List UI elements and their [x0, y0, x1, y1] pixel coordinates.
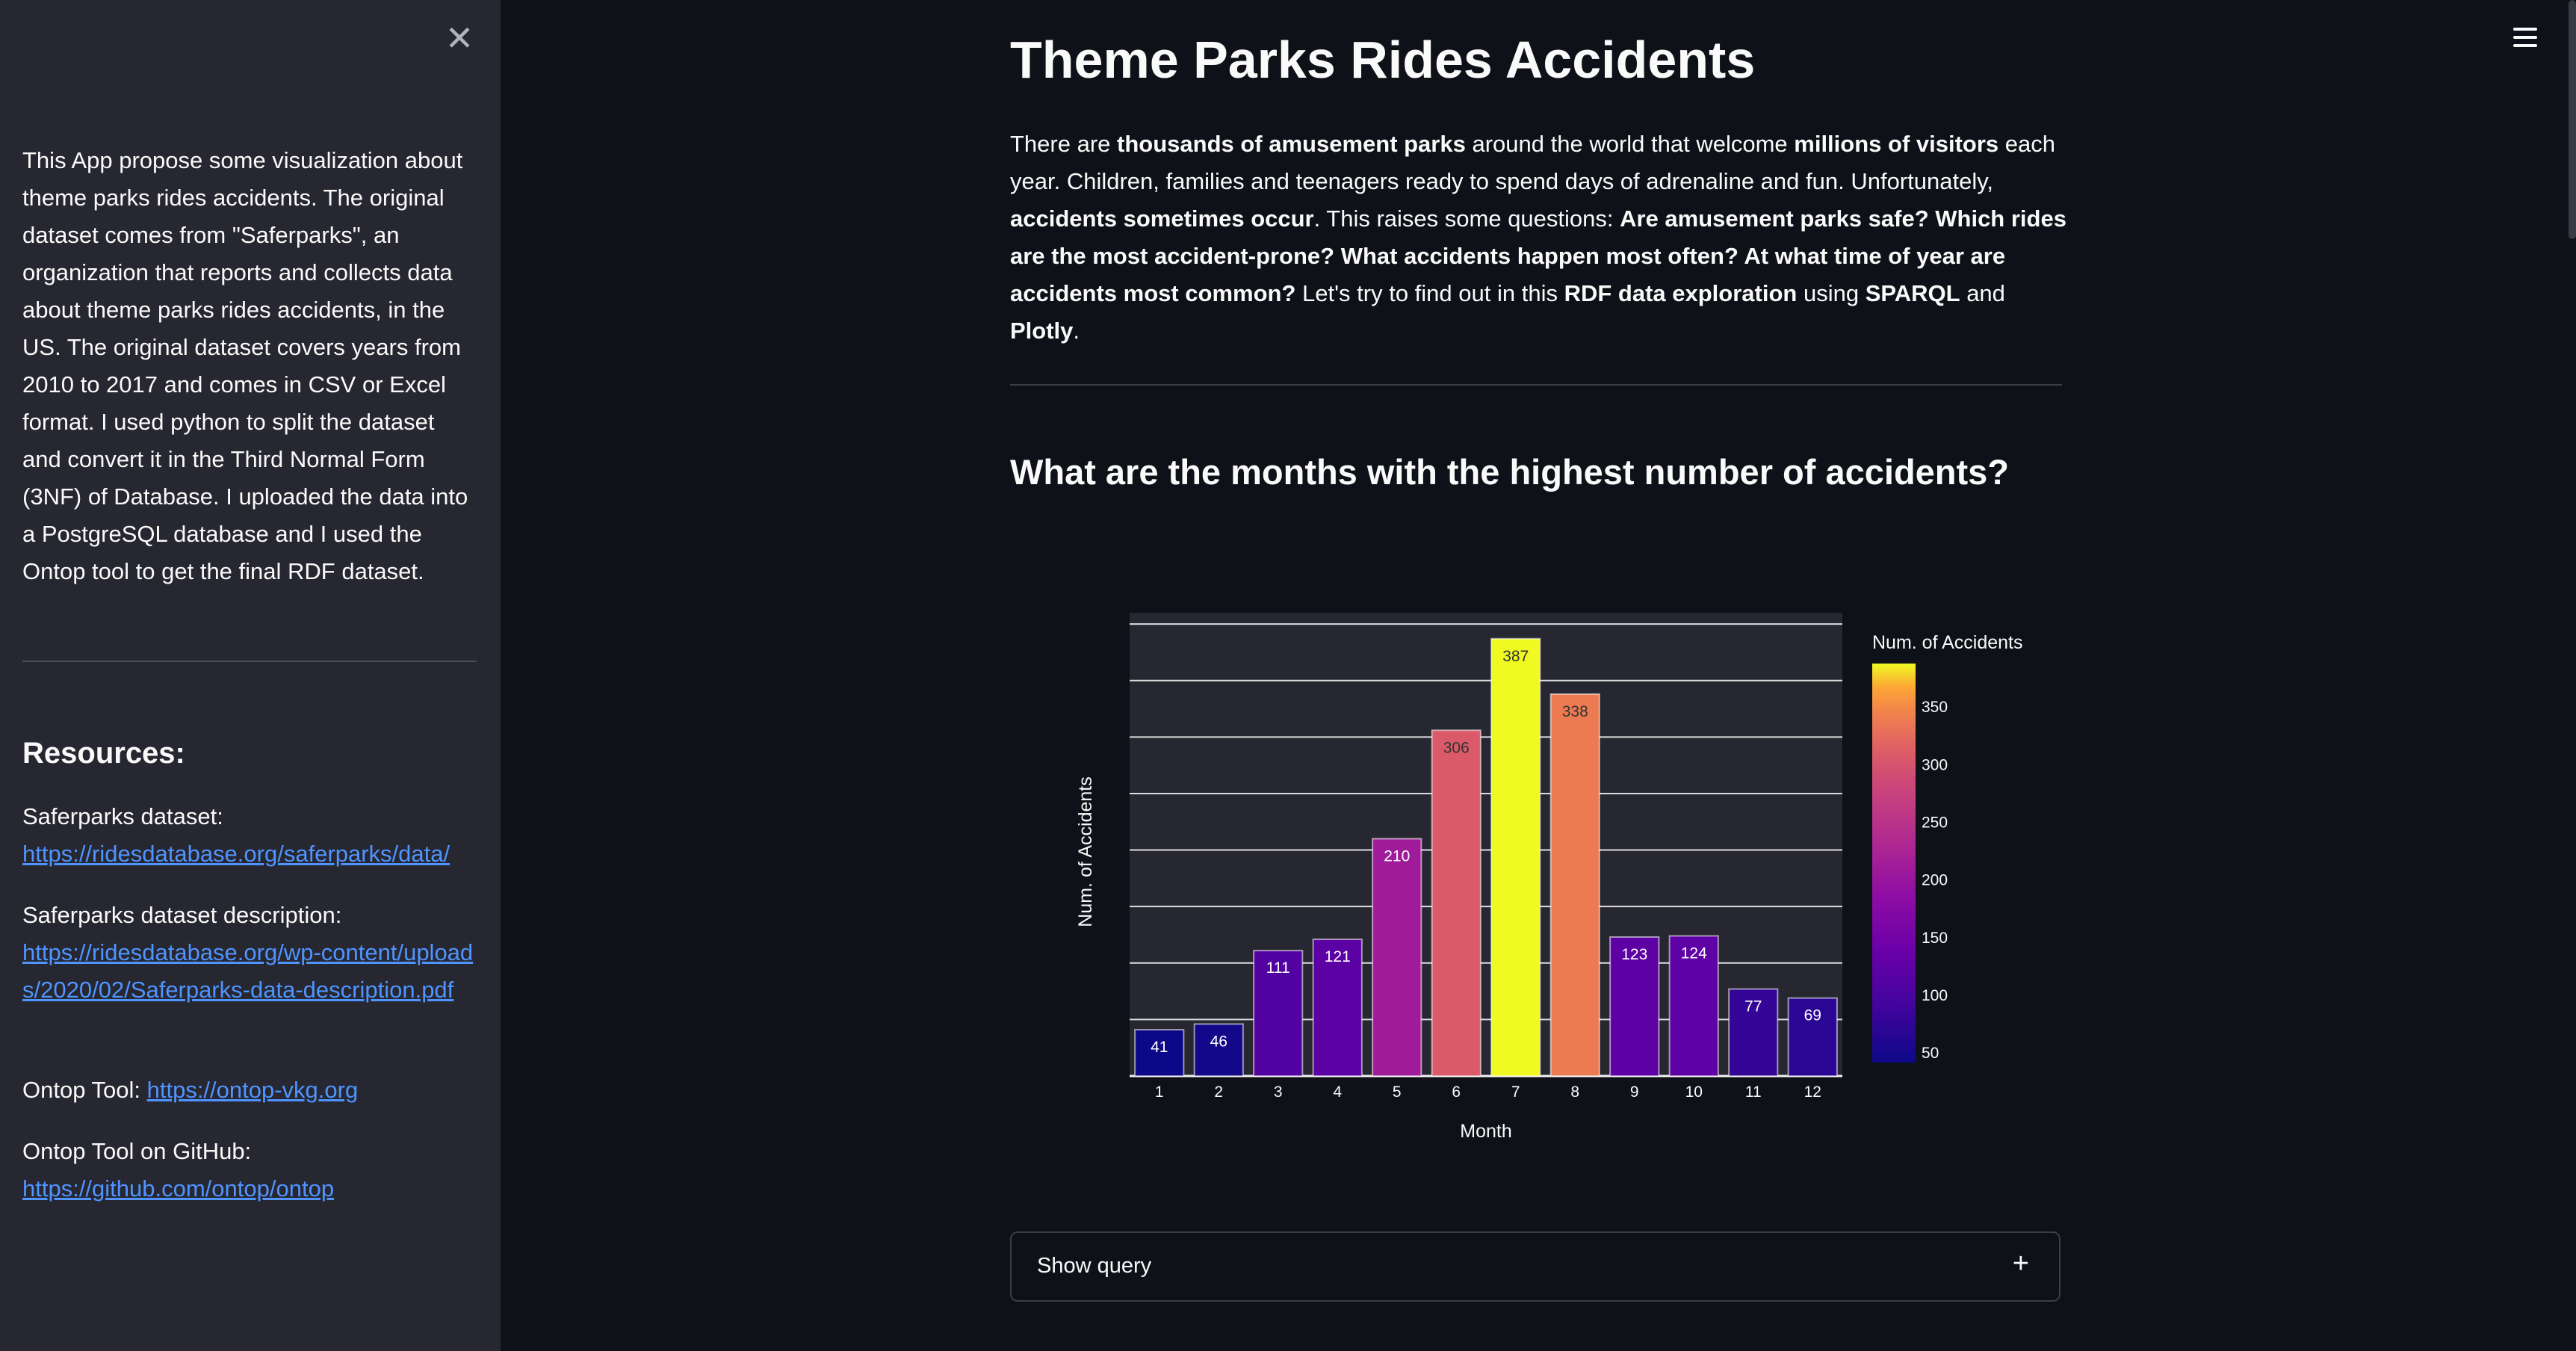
bar-month-8[interactable] [1549, 693, 1600, 1077]
resource-link[interactable]: https://ridesdatabase.org/wp-content/upl… [22, 939, 474, 1003]
bar-value-label: 338 [1562, 703, 1588, 720]
intro-text: using [1797, 280, 1866, 306]
intro-bold: thousands of amusement parks [1117, 131, 1466, 157]
close-sidebar-button[interactable]: ✕ [441, 19, 478, 57]
intro-text: . This raises some questions: [1313, 205, 1620, 232]
section-divider [1010, 384, 2062, 386]
colorbar-tick-label: 350 [1922, 699, 1948, 716]
bar-value-label: 387 [1502, 648, 1529, 665]
bar-value-label: 46 [1210, 1033, 1227, 1050]
colorbar [1872, 664, 1916, 1063]
intro-paragraph: There are thousands of amusement parks a… [1010, 126, 2071, 350]
x-tick-label: 7 [1511, 1083, 1520, 1101]
bar-value-label: 124 [1681, 945, 1707, 962]
x-tick-label: 3 [1274, 1083, 1283, 1101]
bar-month-9[interactable] [1609, 936, 1660, 1077]
section-heading: What are the months with the highest num… [1010, 452, 2009, 492]
page-title: Theme Parks Rides Accidents [1010, 31, 1756, 89]
colorbar-tick-label: 100 [1922, 987, 1948, 1004]
bar-month-5[interactable] [1372, 838, 1422, 1077]
gridlines [1130, 623, 1842, 1078]
x-tick-label: 11 [1745, 1083, 1762, 1101]
intro-bold: SPARQL [1865, 280, 1960, 306]
x-tick-label: 6 [1452, 1083, 1461, 1101]
plus-icon: + [2012, 1248, 2029, 1279]
bar-value-label: 121 [1325, 948, 1351, 965]
intro-bold: millions of visitors [1794, 131, 1999, 157]
colorbar-tick-label: 250 [1922, 814, 1948, 831]
intro-text: . [1073, 318, 1080, 344]
bars: 41 46 111 121 210 306 387 338 123 124 77 69 [1134, 637, 1838, 1078]
scrollbar-thumb[interactable] [2569, 0, 2576, 239]
x-tick-label: 9 [1630, 1083, 1639, 1101]
plot-area [1130, 613, 1842, 1076]
bar-month-7[interactable] [1490, 637, 1541, 1077]
x-tick-label: 5 [1393, 1083, 1402, 1101]
resource-ontop-github: Ontop Tool on GitHub: https://github.com… [22, 1133, 478, 1208]
bar-value-label: 306 [1443, 739, 1470, 756]
bar-value-label: 111 [1266, 959, 1290, 977]
intro-bold: RDF data exploration [1564, 280, 1798, 306]
resource-label: Ontop Tool on GitHub: [22, 1138, 252, 1164]
bar-month-1[interactable] [1134, 1029, 1185, 1077]
bar-value-label: 41 [1151, 1039, 1168, 1056]
x-tick-label: 12 [1804, 1083, 1821, 1101]
intro-bold: Are amusement parks safe? Which rides ar… [1010, 205, 2066, 306]
intro-text: There are [1010, 131, 1118, 157]
x-tick-label: 10 [1685, 1083, 1703, 1101]
intro-bold: accidents sometimes occur [1010, 205, 1314, 232]
intro-text: around the world that welcome [1465, 131, 1795, 157]
expander-label: Show query [1037, 1254, 1152, 1278]
intro-text: each year. Children, families and teenag… [1010, 131, 2055, 194]
x-tick-label: 8 [1570, 1083, 1579, 1101]
x-tick-label: 1 [1155, 1083, 1164, 1101]
colorbar-tick-label: 50 [1922, 1045, 1939, 1062]
bar-month-2[interactable] [1193, 1023, 1244, 1077]
resource-saferparks-description: Saferparks dataset description: https://… [22, 897, 478, 1009]
intro-bold: Plotly [1010, 318, 1074, 344]
bar-month-6[interactable] [1431, 729, 1481, 1078]
resource-label: Saferparks dataset: [22, 803, 223, 829]
resource-label: Ontop Tool: [22, 1077, 140, 1103]
resource-ontop-tool: Ontop Tool: https://ontop-vkg.org [22, 1072, 478, 1109]
bar-month-4[interactable] [1312, 939, 1363, 1077]
close-icon: ✕ [445, 19, 474, 58]
bar-value-label: 77 [1744, 998, 1762, 1015]
sidebar: ✕ This App propose some visualization ab… [0, 0, 501, 1351]
bar-month-10[interactable] [1668, 935, 1719, 1077]
intro-text: and [1960, 280, 2005, 306]
x-axis-ticks: 1 2 3 4 5 6 7 8 9 10 11 12 [1155, 1083, 1821, 1101]
bar-value-label: 123 [1621, 946, 1647, 963]
main-menu-button[interactable] [2510, 22, 2540, 58]
resource-saferparks-dataset: Saferparks dataset: https://ridesdatabas… [22, 798, 478, 873]
x-axis-label: Month [1460, 1121, 1511, 1142]
colorbar-tick-label: 300 [1922, 756, 1948, 773]
resources-heading: Resources: [22, 737, 185, 770]
x-tick-label: 4 [1333, 1083, 1342, 1101]
resource-link[interactable]: https://ridesdatabase.org/saferparks/dat… [22, 841, 451, 867]
bar-value-label: 69 [1804, 1007, 1821, 1024]
colorbar-tick-label: 150 [1922, 930, 1948, 947]
hamburger-icon [2513, 28, 2537, 31]
colorbar-tick-label: 200 [1922, 872, 1948, 889]
show-query-expander[interactable]: Show query + [1010, 1231, 2061, 1302]
bar-month-12[interactable] [1787, 997, 1838, 1077]
bar-month-3[interactable] [1253, 950, 1304, 1077]
bar-month-11[interactable] [1728, 988, 1779, 1077]
colorbar-title: Num. of Accidents [1872, 632, 2022, 653]
colorbar-ticks: 50 100 150 200 250 300 350 [1922, 699, 1948, 1062]
resource-link[interactable]: https://github.com/ontop/ontop [22, 1175, 335, 1202]
bar-value-label: 210 [1384, 847, 1410, 865]
sidebar-intro-text: This App propose some visualization abou… [22, 147, 468, 584]
x-tick-label: 2 [1214, 1083, 1223, 1101]
sidebar-divider [22, 661, 477, 662]
y-axis-label: Num. of Accidents [1075, 776, 1096, 927]
resource-label: Saferparks dataset description: [22, 902, 342, 928]
resource-link[interactable]: https://ontop-vkg.org [146, 1077, 359, 1103]
intro-text: Let's try to find out in this [1295, 280, 1564, 306]
